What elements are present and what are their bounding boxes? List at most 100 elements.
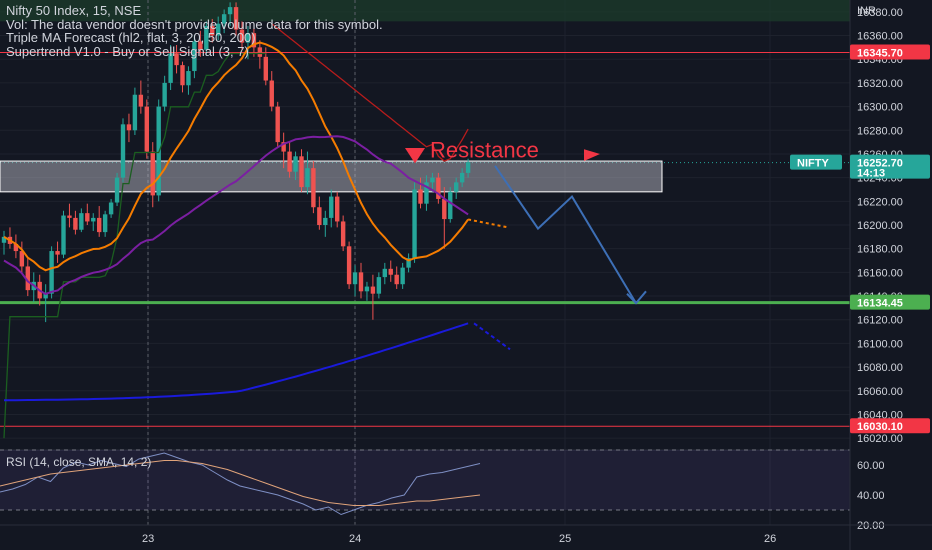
forecast-arrowhead <box>626 290 647 305</box>
candle <box>162 75 167 112</box>
candle <box>186 66 191 95</box>
candle-body <box>192 41 197 72</box>
price-tag-countdown: 14:13 <box>857 168 885 180</box>
candle-body <box>233 7 239 30</box>
price-tick-label: 16380.00 <box>857 7 903 19</box>
candle <box>25 258 30 297</box>
candle <box>79 208 84 233</box>
price-tag: 16345.70 <box>850 44 930 60</box>
candle-body <box>251 33 257 48</box>
legend-supertrend[interactable]: Supertrend V1.0 - Buy or Sell Signal (3,… <box>6 43 249 59</box>
ma-slow-forecast <box>473 322 511 351</box>
candle-body <box>102 214 108 233</box>
price-tag-label: 16252.70 <box>857 158 903 170</box>
candle-body <box>204 26 209 50</box>
price-tick-label: 16060.00 <box>857 386 903 398</box>
candle-body <box>138 94 144 107</box>
candle-body <box>287 151 292 172</box>
ma-mid-line <box>3 135 469 296</box>
price-tick-label: 16180.00 <box>857 244 903 256</box>
candle-body <box>430 177 435 183</box>
candle <box>43 284 48 323</box>
candle <box>144 99 149 159</box>
resistance-zone <box>0 160 663 193</box>
candle <box>221 9 227 34</box>
price-tick-label: 16100.00 <box>857 338 903 350</box>
rsi-tick-label: 20.00 <box>857 520 885 532</box>
candle <box>91 213 96 231</box>
candle-body <box>257 47 263 57</box>
candle <box>287 142 292 178</box>
candle <box>180 61 185 93</box>
candle <box>358 262 364 299</box>
supertrend-up-line <box>3 52 266 439</box>
rsi-line <box>0 452 481 516</box>
candle <box>406 253 411 273</box>
legend-triple-ma[interactable]: Triple MA Forecast (hl2, flat, 3, 20, 50… <box>6 30 256 45</box>
time-tick-label: 25 <box>559 533 571 545</box>
candle <box>227 2 233 27</box>
candle <box>216 16 221 41</box>
candle-body <box>388 268 393 275</box>
price-tick-label: 16220.00 <box>857 196 903 208</box>
candles <box>1 2 471 323</box>
price-tick-label: 16020.00 <box>857 433 903 445</box>
candle-body <box>73 217 78 230</box>
price-tick-label: 16280.00 <box>857 125 903 137</box>
candle <box>412 182 417 263</box>
candle-body <box>299 156 304 188</box>
price-tag-label: 16030.10 <box>857 421 903 433</box>
candle <box>329 189 334 228</box>
candle <box>67 203 72 228</box>
candle-body <box>67 215 72 218</box>
candle-body <box>358 272 364 292</box>
candle <box>299 149 304 192</box>
candle <box>97 206 102 237</box>
candle <box>85 203 90 225</box>
candle <box>269 71 274 112</box>
candle <box>335 191 340 228</box>
candle-body <box>340 221 346 247</box>
legend-volume: Vol: The data vendor doesn't provide vol… <box>6 16 383 32</box>
candle-body <box>400 267 405 285</box>
candle <box>138 80 144 114</box>
candle <box>465 158 471 178</box>
candle-body <box>85 213 90 222</box>
rsi-sma-line <box>0 460 481 506</box>
rsi-legend[interactable]: RSI (14, close, SMA, 14, 2) <box>6 455 152 469</box>
candle <box>108 198 114 218</box>
candle <box>281 132 286 169</box>
candle <box>174 45 179 74</box>
candle-body <box>245 33 251 43</box>
candle <box>275 101 280 147</box>
candle-body <box>323 217 328 225</box>
candle-body <box>424 182 429 204</box>
candle-body <box>305 168 310 188</box>
candle-body <box>174 53 179 66</box>
time-tick-label: 23 <box>142 533 154 545</box>
price-tick-label: 16360.00 <box>857 31 903 43</box>
ma-fast-line <box>3 41 469 272</box>
legend-symbol[interactable]: Nifty 50 Index, 15, NSE <box>6 3 142 18</box>
rsi-band <box>0 450 850 510</box>
price-tag: 16134.45 <box>850 294 930 310</box>
price-axis <box>850 0 932 550</box>
candle <box>424 175 429 211</box>
candle-body <box>335 196 340 222</box>
candle-body <box>150 151 155 196</box>
candle-body <box>448 191 453 220</box>
candle-body <box>376 277 382 294</box>
candle-body <box>352 272 358 285</box>
candle <box>442 187 447 249</box>
candle-body <box>442 198 447 220</box>
candle <box>305 151 310 195</box>
candle-body <box>49 251 54 294</box>
candle <box>19 241 25 273</box>
supertrend-down-line <box>271 23 469 162</box>
candle <box>459 168 465 188</box>
candle-body <box>227 7 233 15</box>
candle <box>210 18 215 43</box>
time-tick-label: 24 <box>349 533 361 545</box>
